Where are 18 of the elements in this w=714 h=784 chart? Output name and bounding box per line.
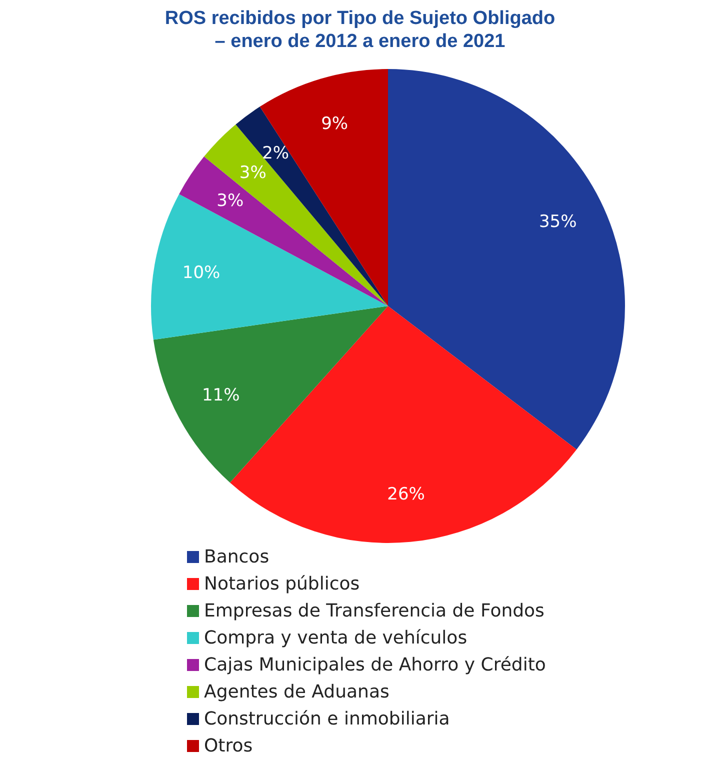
legend-label: Empresas de Transferencia de Fondos (204, 600, 544, 622)
data-label: 10% (182, 263, 220, 284)
legend-label: Construcción e inmobiliaria (204, 708, 450, 730)
chart-subtitle: – enero de 2012 a enero de 2021 (214, 31, 506, 52)
legend-label: Agentes de Aduanas (204, 682, 390, 702)
legend-label: Cajas Municipales de Ahorro y Crédito (204, 654, 546, 676)
data-label: 35% (538, 212, 577, 232)
chart-title: ROS recibidos por Tipo de Sujeto Obligado (164, 8, 556, 29)
legend-label: Bancos (204, 546, 270, 568)
data-label: 9% (321, 114, 348, 134)
legend-label: Otros (204, 736, 253, 756)
data-label: 3% (239, 163, 266, 183)
data-label: 26% (387, 484, 425, 505)
data-label: 2% (262, 143, 290, 164)
legend-label: Notarios públicos (204, 574, 360, 594)
data-label: 3% (216, 190, 244, 211)
legend-label: Compra y venta de vehículos (204, 628, 468, 648)
data-label: 11% (202, 386, 240, 406)
